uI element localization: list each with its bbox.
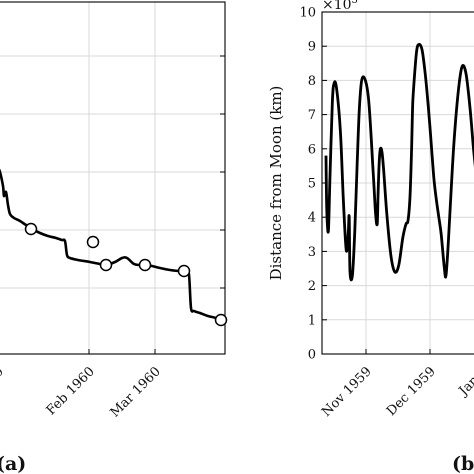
panel-a-markers [24, 222, 228, 327]
panel-b-y-tick-label: 0 [308, 348, 316, 363]
panel-a-x-tick-label: 1960 [0, 364, 7, 398]
panel-a-x-tick-labels: 1960 Feb 1960 Mar 1960 [0, 364, 164, 420]
panel-b-x-tick-label: Nov 1959 [319, 364, 375, 420]
panel-a-axes-box [0, 1, 226, 355]
panel-a-series-line [0, 168, 225, 323]
panel-a-ticks [88, 55, 225, 354]
panel-b-y-exponent-power: 5 [352, 0, 358, 6]
panel-b-y-exponent: ×105 [322, 0, 358, 13]
panel-b-y-tick-label: 9 [308, 40, 316, 55]
panel-b-y-tick-label: 1 [308, 313, 316, 328]
panel-b-y-tick-label: 3 [308, 245, 316, 260]
panel-a-x-tick-label: Feb 1960 [44, 364, 98, 418]
panel-b-series-line [324, 42, 474, 282]
panel-b-y-tick-label: 5 [308, 177, 316, 192]
panel-a-label: (a) [0, 453, 26, 474]
panel-a-marker [177, 264, 191, 278]
panel-b-ticks [322, 11, 431, 355]
panel-a-marker [86, 235, 100, 249]
panel-b-grid [322, 12, 474, 354]
panel-b-label: (b [452, 453, 474, 474]
panel-a-marker [99, 258, 113, 272]
panel-b-x-tick-label: Dec 1959 [384, 364, 439, 419]
panel-b-y-tick-label: 10 [299, 6, 316, 21]
panel-b-y-exponent-base: ×10 [322, 0, 352, 13]
panel-b-y-tick-label: 4 [308, 211, 316, 226]
panel-b-y-axis-label: Distance from Moon (km) [267, 86, 285, 281]
panel-a-marker [214, 313, 228, 327]
panel-b-y-tick-label: 6 [308, 142, 316, 157]
panel-a-x-tick-label: Mar 1960 [108, 364, 164, 420]
panel-b-y-tick-label: 8 [308, 74, 316, 89]
panel-b-y-tick-labels: 0 1 2 3 4 5 6 7 8 9 10 [299, 6, 316, 363]
panel-a-marker [24, 222, 38, 236]
panel-b-x-tick-label: Jan 1 [455, 364, 474, 400]
panel-b-y-tick-label: 7 [308, 108, 316, 123]
panel-b-y-tick-label: 2 [308, 279, 316, 294]
panel-a-marker [138, 258, 152, 272]
